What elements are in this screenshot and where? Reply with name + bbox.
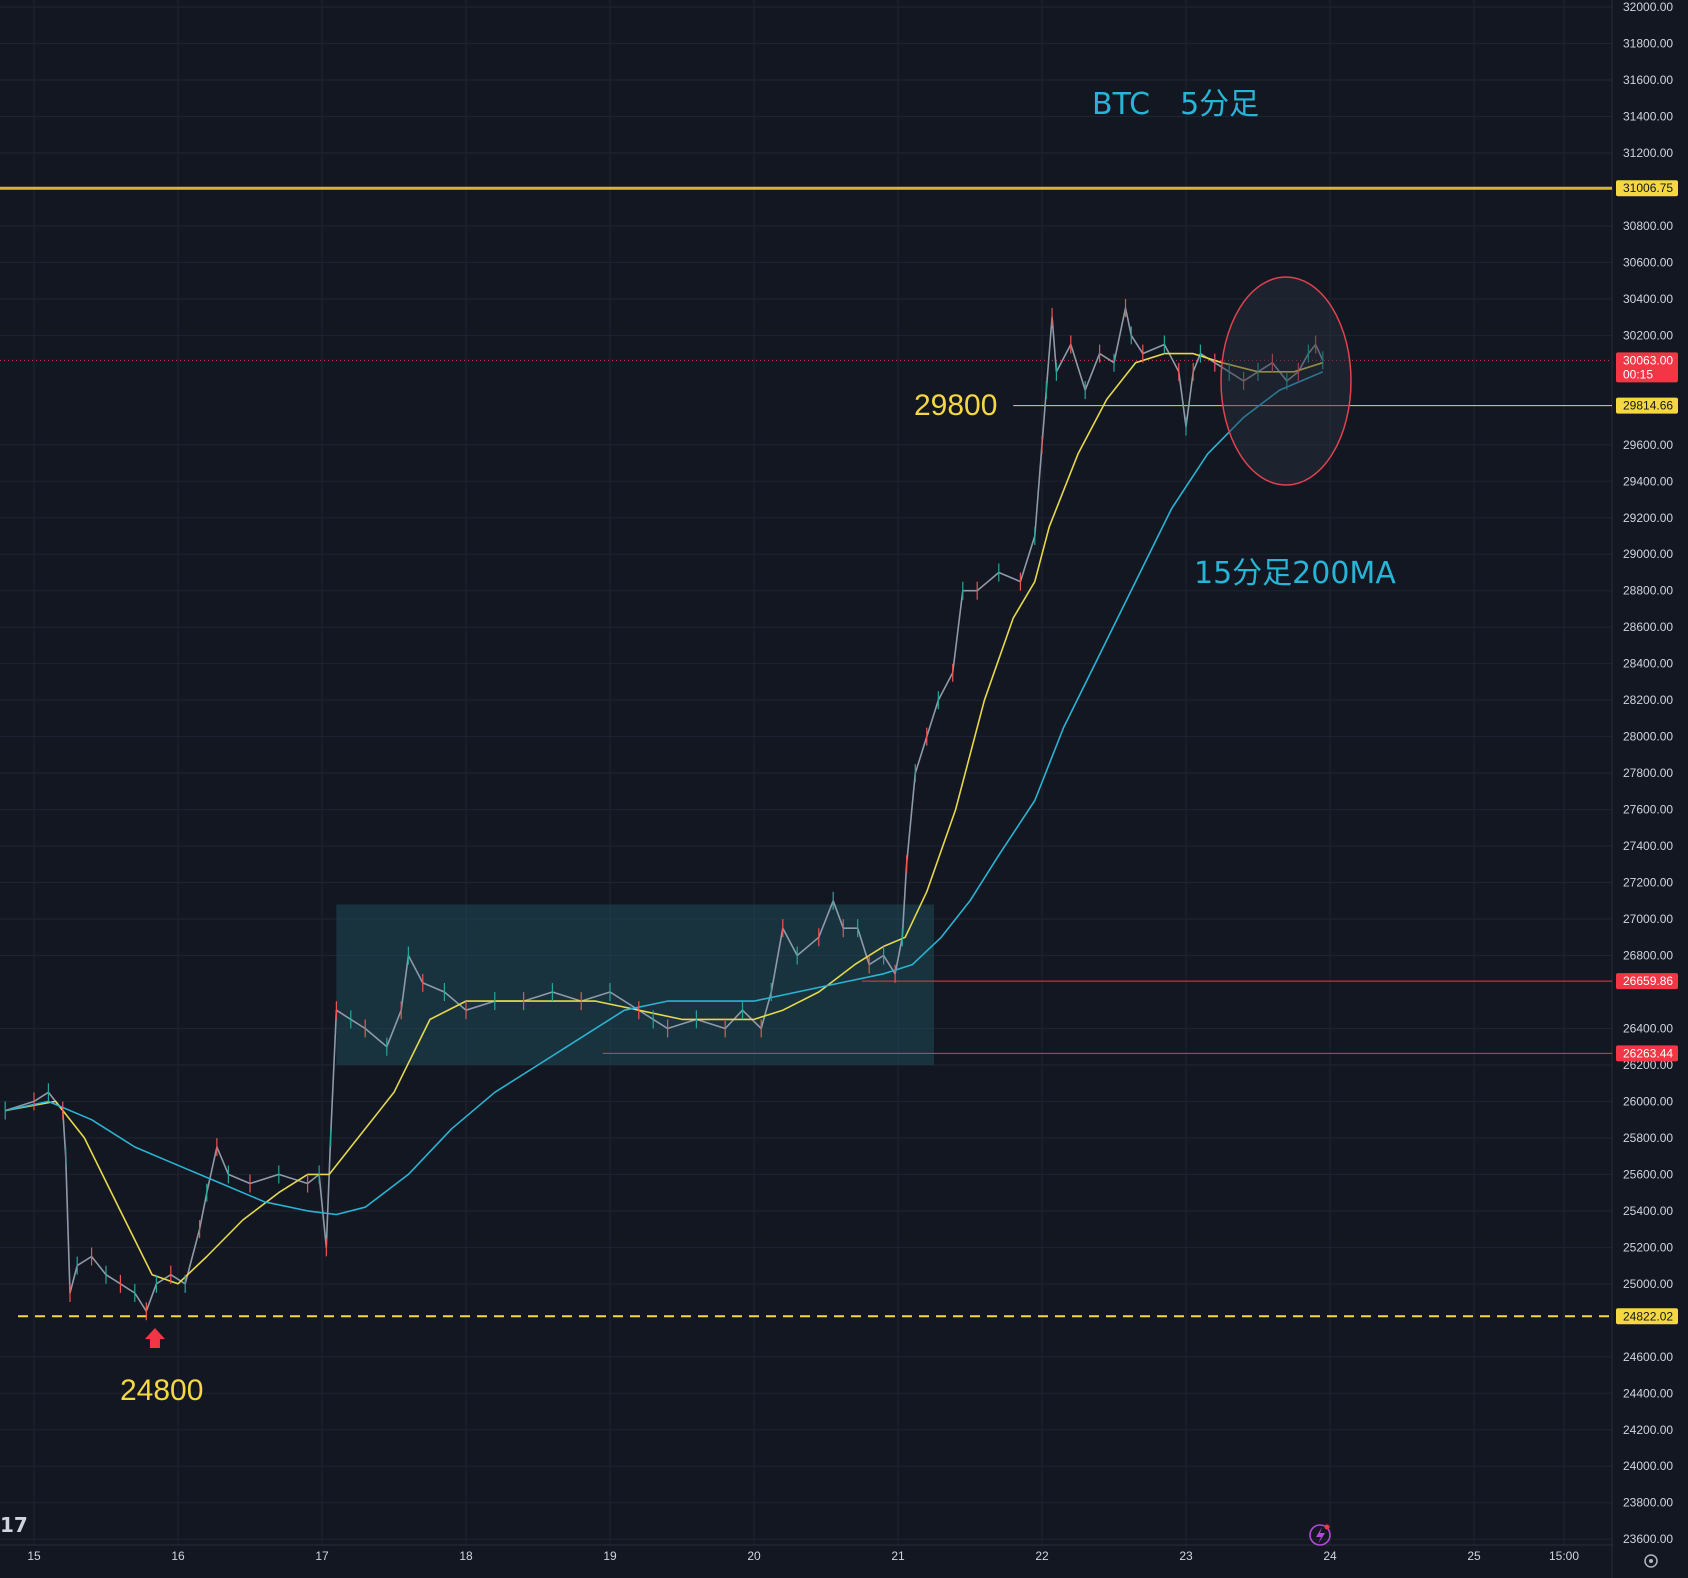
y-tick-label-19: 27800.00	[1623, 766, 1673, 780]
x-tick-label-4: 19	[603, 1549, 617, 1563]
y-tick-label-32: 30800.00	[1623, 219, 1673, 233]
series-layer	[4, 298, 1324, 1321]
y-tick-label-31: 30600.00	[1623, 255, 1673, 269]
x-tick-label-1: 16	[171, 1549, 185, 1563]
price-axis[interactable]: 23600.00 23800.00 24000.00 24200.00 24400.00…	[1616, 0, 1678, 1546]
y-tick-label-17: 27400.00	[1623, 839, 1673, 853]
settings-gear-icon[interactable]	[1644, 1554, 1658, 1568]
y-tick-label-37: 32000.00	[1623, 0, 1673, 14]
price-candles	[4, 298, 1324, 1321]
y-tick-label-25: 29000.00	[1623, 547, 1673, 561]
y-tick-label-16: 27200.00	[1623, 876, 1673, 890]
price-tag-label-1: 30063.00	[1623, 353, 1673, 367]
x-tick-label-2: 17	[315, 1549, 329, 1563]
y-tick-label-18: 27600.00	[1623, 803, 1673, 817]
horizontal-lines	[0, 186, 1612, 1318]
x-tick-label-3: 18	[459, 1549, 473, 1563]
price-tag-label-4: 26263.44	[1623, 1046, 1673, 1060]
price-tag-bg-1	[1616, 352, 1678, 383]
y-tick-label-2: 24000.00	[1623, 1459, 1673, 1473]
y-tick-label-11: 26000.00	[1623, 1094, 1673, 1108]
y-tick-label-23: 28600.00	[1623, 620, 1673, 634]
series-line-ma-200-15min	[5, 371, 1324, 1216]
lightning-icon[interactable]	[1309, 1524, 1331, 1546]
tradingview-logo-fragment: 17	[0, 1513, 28, 1537]
y-tick-label-1: 23800.00	[1623, 1496, 1673, 1510]
y-tick-label-15: 27000.00	[1623, 912, 1673, 926]
y-tick-label-0: 23600.00	[1623, 1532, 1673, 1546]
y-tick-label-4: 24400.00	[1623, 1386, 1673, 1400]
x-tick-label-7: 22	[1035, 1549, 1049, 1563]
y-tick-label-30: 30400.00	[1623, 292, 1673, 306]
y-tick-label-6: 25000.00	[1623, 1277, 1673, 1291]
x-tick-label-8: 23	[1179, 1549, 1193, 1563]
price-tag-label-5: 24822.02	[1623, 1309, 1673, 1323]
price-tag-label-3: 26659.86	[1623, 974, 1673, 988]
y-tick-label-9: 25600.00	[1623, 1167, 1673, 1181]
y-tick-label-22: 28400.00	[1623, 657, 1673, 671]
level-24800-label: 24800	[120, 1374, 203, 1407]
y-tick-label-34: 31400.00	[1623, 109, 1673, 123]
y-tick-label-33: 31200.00	[1623, 146, 1673, 160]
price-tag-bg-0	[1616, 180, 1678, 197]
y-tick-label-13: 26400.00	[1623, 1021, 1673, 1035]
x-tick-label-0: 15	[27, 1549, 41, 1563]
x-tick-label-6: 21	[891, 1549, 905, 1563]
y-tick-label-24: 28800.00	[1623, 584, 1673, 598]
x-tick-label-10: 25	[1467, 1549, 1481, 1563]
annotation-layer	[144, 276, 1352, 1348]
y-tick-label-7: 25200.00	[1623, 1240, 1673, 1254]
y-tick-label-12: 26200.00	[1623, 1058, 1673, 1072]
bottom-arrow-marker	[144, 1328, 165, 1348]
y-tick-label-26: 29200.00	[1623, 511, 1673, 525]
y-tick-label-14: 26800.00	[1623, 949, 1673, 963]
y-tick-label-8: 25400.00	[1623, 1204, 1673, 1218]
price-tag-countdown: 00:15	[1623, 367, 1653, 381]
chart-title: BTC 5分足	[1092, 87, 1259, 122]
price-tag-bg-5	[1616, 1308, 1678, 1325]
ma-200-label: 15分足200MA	[1194, 556, 1396, 591]
y-tick-label-36: 31800.00	[1623, 37, 1673, 51]
x-tick-label-9: 24	[1323, 1549, 1337, 1563]
y-tick-label-3: 24200.00	[1623, 1423, 1673, 1437]
y-tick-label-5: 24600.00	[1623, 1350, 1673, 1364]
highlight-ellipse[interactable]	[1220, 276, 1352, 486]
price-tag-bg-2	[1616, 397, 1678, 414]
price-tag-label-0: 31006.75	[1623, 181, 1673, 195]
x-tick-label-5: 20	[747, 1549, 761, 1563]
price-tag-bg-4	[1616, 1045, 1678, 1062]
y-tick-label-10: 25800.00	[1623, 1131, 1673, 1145]
x-tick-label-11: 15:00	[1549, 1549, 1579, 1563]
y-tick-label-29: 30200.00	[1623, 328, 1673, 342]
y-tick-label-20: 28000.00	[1623, 730, 1673, 744]
y-tick-label-35: 31600.00	[1623, 73, 1673, 87]
time-axis[interactable]: 15 16 17 18 19 20 21 22 23 24 25 15:00	[27, 1549, 1579, 1563]
y-tick-label-27: 29400.00	[1623, 474, 1673, 488]
y-tick-label-28: 29600.00	[1623, 438, 1673, 452]
level-29800-label: 29800	[914, 389, 997, 422]
price-tag-label-2: 29814.66	[1623, 399, 1673, 413]
series-line-ma-yellow	[5, 352, 1324, 1285]
grid	[0, 0, 1613, 1578]
price-tag-bg-3	[1616, 973, 1678, 990]
y-tick-label-21: 28200.00	[1623, 693, 1673, 707]
